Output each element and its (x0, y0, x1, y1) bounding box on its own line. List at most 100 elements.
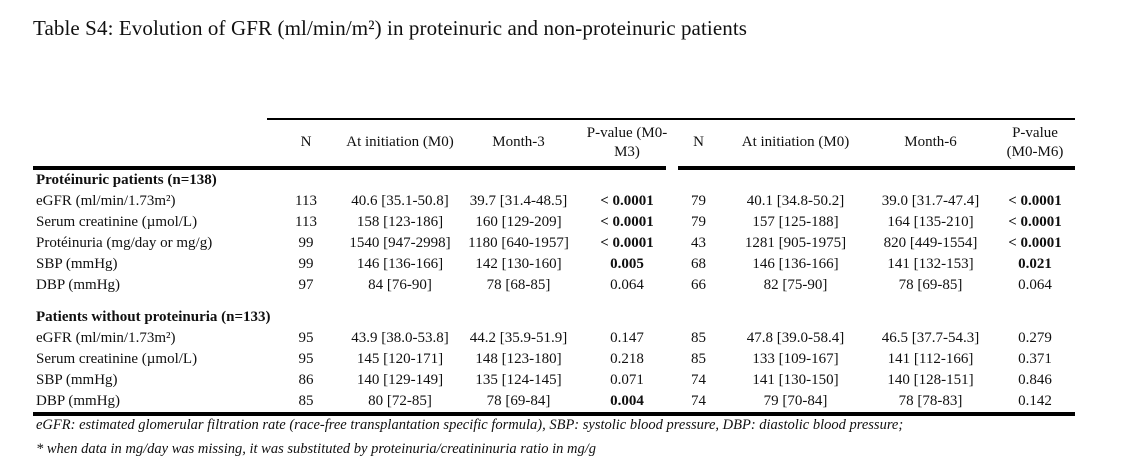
column-header-initiation-m6: At initiation (M0) (741, 134, 850, 150)
cell-month3: 1180 [640-1957] (468, 234, 569, 251)
table-row: SBP (mmHg) 99 146 [136-166] 142 [130-160… (33, 254, 1075, 275)
cell-n-m3: 99 (298, 234, 314, 251)
cell-n-m6: 74 (691, 371, 706, 388)
cell-pvalue-m3: < 0.0001 (600, 213, 654, 230)
cell-pvalue-m3: 0.071 (610, 371, 644, 388)
cell-pvalue-m6: 0.371 (1018, 350, 1052, 367)
cell-n-m3: 99 (298, 255, 314, 272)
section-header: Patients without proteinuria (n=133) (36, 308, 271, 325)
cell-month3: 78 [69-84] (486, 392, 551, 409)
cell-initiation-m3: 145 [120-171] (356, 350, 444, 367)
cell-n-m6: 66 (691, 276, 706, 293)
column-header-n-m6: N (693, 134, 704, 150)
cell-initiation-m6: 157 [125-188] (752, 213, 839, 230)
section-spacer-row (33, 296, 1075, 307)
section-header-row: Protéinuric patients (n=138) (33, 170, 1075, 191)
table-row: DBP (mmHg) 97 84 [76-90] 78 [68-85] 0.06… (33, 275, 1075, 296)
cell-month6: 39.0 [31.7-47.4] (881, 192, 980, 209)
column-header-empty (33, 120, 267, 166)
cell-initiation-m3: 1540 [947-2998] (349, 234, 451, 251)
table-bottom-rule-row (33, 411, 1075, 416)
cell-initiation-m6: 141 [130-150] (752, 371, 839, 388)
cell-month3: 142 [130-160] (475, 255, 562, 272)
cell-month6: 141 [112-166] (887, 350, 974, 367)
table-row: Serum creatinine (µmol/L) 95 145 [120-17… (33, 349, 1075, 370)
footnote-substitution: * when data in mg/day was missing, it wa… (36, 441, 597, 457)
column-header-pvalue-m6: P-value (M0-M6) (1006, 124, 1064, 160)
header-underline-row (33, 165, 1075, 170)
cell-month3: 78 [68-85] (486, 276, 551, 293)
table-row: Serum creatinine (µmol/L) 113 158 [123-1… (33, 212, 1075, 233)
row-label: SBP (mmHg) (36, 371, 118, 388)
cell-n-m3: 97 (298, 276, 314, 293)
cell-n-m3: 95 (298, 350, 314, 367)
table-top-rule-row (33, 118, 1075, 120)
cell-initiation-m6: 40.1 [34.8-50.2] (746, 192, 845, 209)
table-top-rule (267, 118, 1075, 120)
cell-initiation-m3: 40.6 [35.1-50.8] (351, 192, 449, 209)
header-underline-left-cell (33, 165, 672, 170)
column-header-pvalue-m3: P-value (M0-M3) (586, 124, 668, 160)
cell-initiation-m3: 43.9 [38.0-53.8] (351, 329, 449, 346)
cell-initiation-m6: 47.8 [39.0-58.4] (746, 329, 845, 346)
top-rule-cell (267, 118, 1075, 120)
cell-initiation-m3: 158 [123-186] (356, 213, 444, 230)
cell-initiation-m6: 1281 [905-1975] (744, 234, 847, 251)
cell-n-m3: 85 (298, 392, 314, 409)
cell-month3: 160 [129-209] (475, 213, 562, 230)
cell-initiation-m6: 82 [75-90] (763, 276, 828, 293)
cell-pvalue-m3: 0.064 (610, 276, 644, 293)
table-row: eGFR (ml/min/1.73m²) 95 43.9 [38.0-53.8]… (33, 328, 1075, 349)
row-label: SBP (mmHg) (36, 255, 118, 272)
cell-month3: 135 [124-145] (475, 371, 562, 388)
cell-pvalue-m6: 0.279 (1018, 329, 1052, 346)
cell-pvalue-m3: < 0.0001 (600, 192, 654, 209)
row-label: Serum creatinine (µmol/L) (36, 350, 198, 367)
header-underline-right-cell (672, 165, 1075, 170)
bottom-rule-cell (33, 411, 1075, 416)
column-header-initiation-m3: At initiation (M0) (346, 134, 454, 150)
cell-month6: 140 [128-151] (887, 371, 974, 388)
cell-n-m6: 85 (691, 329, 706, 346)
cell-pvalue-m6: < 0.0001 (1008, 234, 1062, 251)
cell-initiation-m3: 80 [72-85] (368, 392, 432, 409)
cell-month3: 148 [123-180] (475, 350, 562, 367)
cell-n-m6: 43 (691, 234, 706, 251)
table-bottom-rule (33, 411, 1075, 416)
cell-month6: 78 [69-85] (898, 276, 963, 293)
table-row: eGFR (ml/min/1.73m²) 113 40.6 [35.1-50.8… (33, 191, 1075, 212)
table-row: DBP (mmHg) 85 80 [72-85] 78 [69-84] 0.00… (33, 391, 1075, 412)
cell-n-m6: 85 (691, 350, 706, 367)
section-header: Protéinuric patients (n=138) (36, 171, 217, 188)
cell-n-m3: 95 (298, 329, 314, 346)
section-header-row: Patients without proteinuria (n=133) (33, 307, 1075, 328)
column-header-row: N At initiation (M0) Month-3 P-value (M0… (33, 120, 1075, 166)
cell-month6: 164 [135-210] (887, 213, 974, 230)
table-row: Protéinuria (mg/day or mg/g) 99 1540 [94… (33, 233, 1075, 254)
cell-pvalue-m6: 0.064 (1018, 276, 1052, 293)
header-underline-left (33, 165, 666, 170)
section-spacer (33, 296, 1075, 307)
row-label: Protéinuria (mg/day or mg/g) (36, 234, 213, 251)
gfr-evolution-table: N At initiation (M0) Month-3 P-value (M0… (33, 118, 1075, 416)
cell-month6: 78 [78-83] (898, 392, 963, 409)
cell-initiation-m6: 146 [136-166] (752, 255, 839, 272)
column-header-month6: Month-6 (904, 134, 957, 150)
cell-initiation-m6: 133 [109-167] (752, 350, 839, 367)
column-header-month3: Month-3 (492, 134, 545, 150)
table-title: Table S4: Evolution of GFR (ml/min/m²) i… (33, 16, 748, 40)
cell-initiation-m6: 79 [70-84] (763, 392, 828, 409)
cell-month3: 44.2 [35.9-51.9] (469, 329, 568, 346)
cell-pvalue-m6: < 0.0001 (1008, 192, 1062, 209)
row-label: eGFR (ml/min/1.73m²) (36, 192, 176, 209)
cell-n-m6: 68 (691, 255, 706, 272)
cell-month6: 141 [132-153] (887, 255, 974, 272)
footnotes-block: eGFR: estimated glomerular filtration ra… (36, 417, 1096, 465)
footnote-abbreviations: eGFR: estimated glomerular filtration ra… (36, 417, 904, 433)
cell-pvalue-m6: 0.846 (1018, 371, 1052, 388)
cell-initiation-m3: 146 [136-166] (356, 255, 444, 272)
cell-n-m3: 113 (295, 213, 317, 230)
row-label: Serum creatinine (µmol/L) (36, 213, 198, 230)
row-label: DBP (mmHg) (36, 276, 121, 293)
